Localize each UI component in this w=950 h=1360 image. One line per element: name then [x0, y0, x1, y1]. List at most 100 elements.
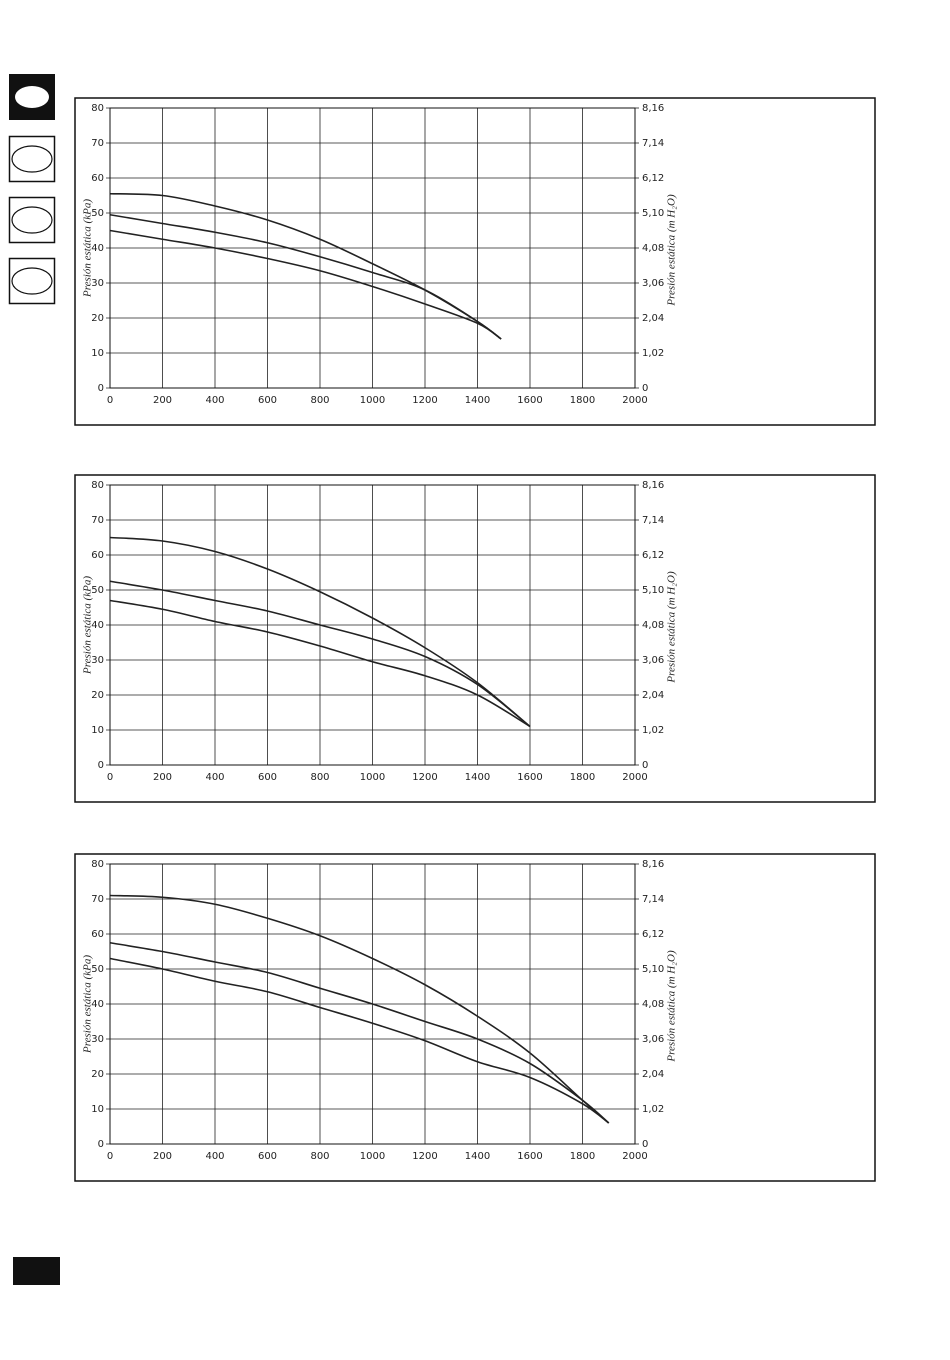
y-tick-label: 30 — [91, 655, 104, 666]
y-tick-label: 20 — [91, 690, 104, 701]
y-tick-label: 40 — [91, 999, 104, 1010]
y-tick-label: 20 — [91, 313, 104, 324]
tab-icon — [15, 86, 49, 108]
curve — [109, 941, 610, 1124]
chart-frame — [74, 97, 876, 426]
y-axis-title: Presión estática (kPa) — [82, 576, 94, 675]
x-tick-label: 1400 — [465, 772, 490, 783]
chart-frame — [74, 474, 876, 803]
y-tick-label: 0 — [98, 760, 104, 771]
x-tick-label: 2000 — [622, 1151, 647, 1162]
page-marker — [13, 1257, 60, 1285]
y-tick-label: 30 — [91, 1034, 104, 1045]
y-axis-title: Presión estática (kPa) — [82, 955, 94, 1054]
curve — [109, 957, 610, 1124]
x-tick-label: 800 — [310, 1151, 329, 1162]
y-tick-label: 10 — [91, 348, 104, 359]
tab-icon — [11, 267, 53, 295]
y2-tick-label: 4,08 — [642, 620, 664, 631]
x-tick-label: 1000 — [360, 1151, 385, 1162]
y2-tick-label: 3,06 — [642, 1034, 664, 1045]
plot-border — [109, 484, 636, 766]
y2-tick-label: 0 — [642, 383, 648, 394]
y2-axis-title: Presión estática (m H₂O) — [666, 571, 678, 684]
x-tick-label: 1400 — [465, 395, 490, 406]
tab — [8, 257, 56, 305]
y2-tick-label: 5,10 — [642, 208, 664, 219]
x-tick-label: 600 — [258, 1151, 277, 1162]
y-tick-label: 80 — [91, 103, 104, 114]
y-tick-label: 80 — [91, 859, 104, 870]
curve — [109, 580, 531, 728]
x-tick-label: 600 — [258, 772, 277, 783]
x-tick-label: 200 — [153, 772, 172, 783]
plot-border — [109, 107, 636, 389]
y2-tick-label: 1,02 — [642, 1104, 664, 1115]
x-tick-label: 200 — [153, 395, 172, 406]
plot-border — [109, 863, 636, 1145]
y2-tick-label: 6,12 — [642, 173, 664, 184]
y-tick-label: 50 — [91, 208, 104, 219]
y2-tick-label: 4,08 — [642, 999, 664, 1010]
y2-tick-label: 3,06 — [642, 278, 664, 289]
y-tick-label: 50 — [91, 964, 104, 975]
curve — [109, 229, 502, 340]
x-tick-label: 0 — [107, 1151, 113, 1162]
x-tick-label: 1600 — [517, 1151, 542, 1162]
y2-tick-label: 6,12 — [642, 550, 664, 561]
y2-tick-label: 3,06 — [642, 655, 664, 666]
y-tick-label: 20 — [91, 1069, 104, 1080]
y2-tick-label: 1,02 — [642, 348, 664, 359]
y2-tick-label: 2,04 — [642, 313, 664, 324]
curve — [109, 894, 610, 1124]
x-tick-label: 0 — [107, 772, 113, 783]
y2-tick-label: 7,14 — [642, 894, 664, 905]
y-tick-label: 0 — [98, 1139, 104, 1150]
y2-tick-label: 5,10 — [642, 585, 664, 596]
curve — [109, 536, 531, 728]
y2-tick-label: 7,14 — [642, 138, 664, 149]
y-tick-label: 70 — [91, 138, 104, 149]
y2-tick-label: 8,16 — [642, 859, 664, 870]
x-tick-label: 1600 — [517, 772, 542, 783]
y2-axis-title: Presión estática (m H₂O) — [666, 194, 678, 307]
x-tick-label: 1000 — [360, 772, 385, 783]
y2-axis-title: Presión estática (m H₂O) — [666, 950, 678, 1063]
y-tick-label: 10 — [91, 725, 104, 736]
y2-tick-label: 0 — [642, 760, 648, 771]
y-tick-label: 50 — [91, 585, 104, 596]
y2-tick-label: 2,04 — [642, 690, 664, 701]
y2-tick-label: 5,10 — [642, 964, 664, 975]
x-tick-label: 1800 — [570, 772, 595, 783]
x-tick-label: 2000 — [622, 395, 647, 406]
x-tick-label: 1200 — [412, 395, 437, 406]
y-tick-label: 0 — [98, 383, 104, 394]
y2-tick-label: 6,12 — [642, 929, 664, 940]
curve — [109, 599, 531, 728]
x-tick-label: 200 — [153, 1151, 172, 1162]
y-axis-title: Presión estática (kPa) — [82, 199, 94, 298]
x-tick-label: 0 — [107, 395, 113, 406]
y2-tick-label: 0 — [642, 1139, 648, 1150]
x-tick-label: 1600 — [517, 395, 542, 406]
y-tick-label: 10 — [91, 1104, 104, 1115]
y2-tick-label: 2,04 — [642, 1069, 664, 1080]
y-tick-label: 40 — [91, 243, 104, 254]
x-tick-label: 1200 — [412, 772, 437, 783]
tab — [8, 196, 56, 244]
x-tick-label: 800 — [310, 772, 329, 783]
y2-tick-label: 8,16 — [642, 103, 664, 114]
x-tick-label: 400 — [205, 772, 224, 783]
x-tick-label: 1000 — [360, 395, 385, 406]
x-tick-label: 1200 — [412, 1151, 437, 1162]
curve — [109, 213, 502, 340]
y-tick-label: 60 — [91, 173, 104, 184]
tab-icon — [11, 145, 53, 173]
x-tick-label: 1800 — [570, 1151, 595, 1162]
x-tick-label: 400 — [205, 1151, 224, 1162]
y-tick-label: 60 — [91, 550, 104, 561]
y2-tick-label: 8,16 — [642, 480, 664, 491]
y-tick-label: 80 — [91, 480, 104, 491]
x-tick-label: 600 — [258, 395, 277, 406]
